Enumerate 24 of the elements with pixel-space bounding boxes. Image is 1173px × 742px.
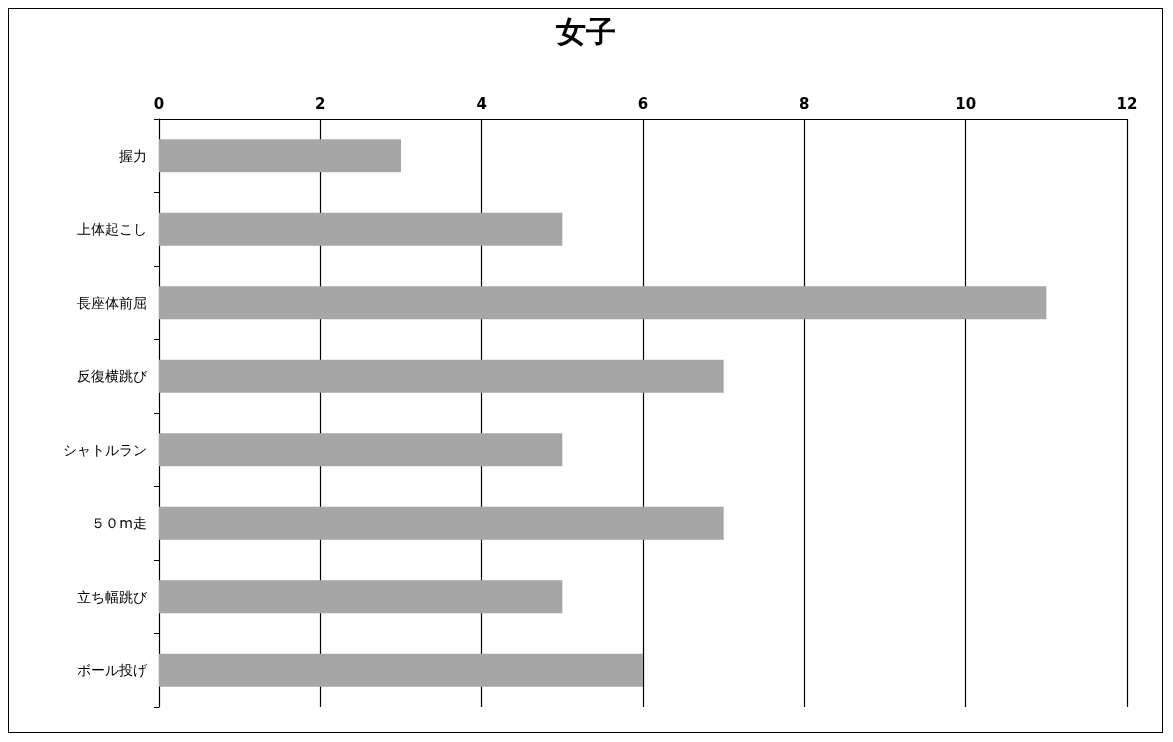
bar: [159, 580, 563, 614]
x-tick-label: 12: [1116, 94, 1138, 113]
y-tick-label: 立ち幅跳び: [77, 588, 148, 605]
y-tick-label: ５０m走: [91, 515, 147, 532]
chart-title: 女子: [554, 13, 616, 49]
bar: [159, 653, 643, 687]
x-tick-label: 6: [637, 94, 649, 113]
bar: [159, 433, 563, 467]
y-tick-label: シャトルラン: [63, 441, 147, 458]
bar: [159, 212, 563, 246]
x-tick-label: 0: [153, 94, 165, 113]
x-tick-label: 2: [315, 94, 326, 113]
y-tick-label: 反復横跳び: [77, 368, 148, 385]
bar: [159, 359, 724, 393]
y-tick-label: 上体起こし: [77, 221, 147, 238]
x-tick-label: 10: [955, 94, 977, 113]
bar: [159, 139, 401, 173]
bar: [159, 506, 724, 540]
x-tick-label: 4: [476, 94, 487, 113]
bar: [159, 286, 1047, 320]
x-tick-label: 8: [799, 94, 810, 113]
y-tick-label: 長座体前屈: [77, 294, 147, 311]
y-tick-label: 握力: [119, 147, 147, 164]
y-tick-label: ボール投げ: [77, 662, 148, 679]
